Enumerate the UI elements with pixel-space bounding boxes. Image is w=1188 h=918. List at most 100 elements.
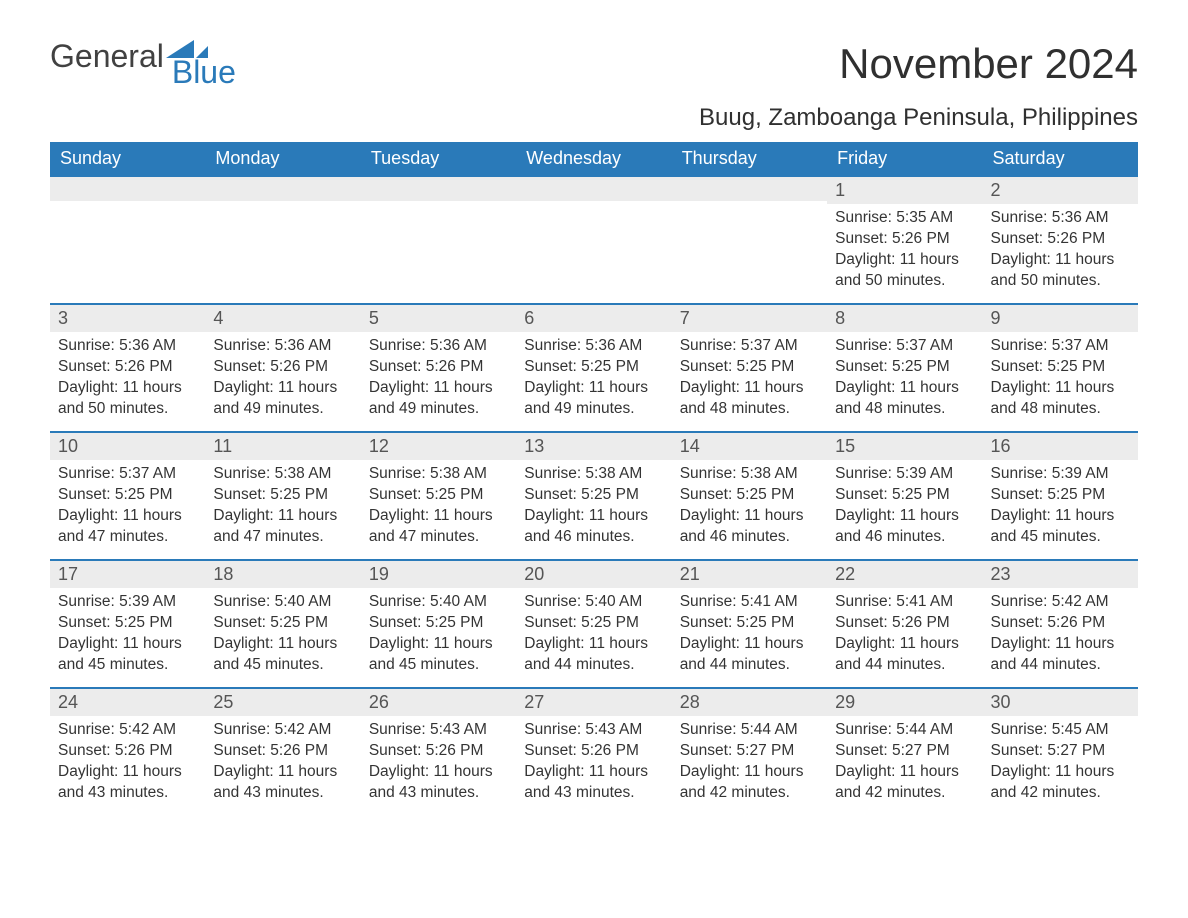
sunset-text: Sunset: 5:26 PM [991,613,1130,634]
day-cell: 28Sunrise: 5:44 AMSunset: 5:27 PMDayligh… [672,688,827,816]
week-row: 24Sunrise: 5:42 AMSunset: 5:26 PMDayligh… [50,688,1138,816]
day-number: 20 [516,561,671,588]
logo: General Blue [50,40,236,87]
day-cell: 19Sunrise: 5:40 AMSunset: 5:25 PMDayligh… [361,560,516,688]
day-body: Sunrise: 5:36 AMSunset: 5:26 PMDaylight:… [361,332,516,428]
day-header: Friday [827,142,982,176]
day-number: 28 [672,689,827,716]
daylight-text: Daylight: 11 hours and 45 minutes. [991,506,1130,548]
sunset-text: Sunset: 5:26 PM [58,741,197,762]
daylight-text: Daylight: 11 hours and 48 minutes. [835,378,974,420]
day-body: Sunrise: 5:44 AMSunset: 5:27 PMDaylight:… [672,716,827,812]
day-body: Sunrise: 5:36 AMSunset: 5:25 PMDaylight:… [516,332,671,428]
day-body: Sunrise: 5:38 AMSunset: 5:25 PMDaylight:… [516,460,671,556]
empty-day-number [361,177,516,201]
day-cell: 18Sunrise: 5:40 AMSunset: 5:25 PMDayligh… [205,560,360,688]
sunrise-text: Sunrise: 5:40 AM [524,592,663,613]
sunrise-text: Sunrise: 5:37 AM [991,336,1130,357]
sunset-text: Sunset: 5:25 PM [213,613,352,634]
day-body: Sunrise: 5:41 AMSunset: 5:25 PMDaylight:… [672,588,827,684]
sunset-text: Sunset: 5:26 PM [991,229,1130,250]
day-body: Sunrise: 5:42 AMSunset: 5:26 PMDaylight:… [50,716,205,812]
daylight-text: Daylight: 11 hours and 43 minutes. [369,762,508,804]
day-cell: 2Sunrise: 5:36 AMSunset: 5:26 PMDaylight… [983,176,1138,304]
daylight-text: Daylight: 11 hours and 43 minutes. [58,762,197,804]
day-cell [50,176,205,304]
daylight-text: Daylight: 11 hours and 47 minutes. [58,506,197,548]
empty-day-number [672,177,827,201]
sunset-text: Sunset: 5:26 PM [835,613,974,634]
sunrise-text: Sunrise: 5:42 AM [213,720,352,741]
day-number: 25 [205,689,360,716]
day-body: Sunrise: 5:40 AMSunset: 5:25 PMDaylight:… [516,588,671,684]
empty-day-number [50,177,205,201]
sunrise-text: Sunrise: 5:36 AM [58,336,197,357]
day-header: Sunday [50,142,205,176]
day-number: 2 [983,177,1138,204]
day-cell: 8Sunrise: 5:37 AMSunset: 5:25 PMDaylight… [827,304,982,432]
day-number: 14 [672,433,827,460]
daylight-text: Daylight: 11 hours and 50 minutes. [835,250,974,292]
sunset-text: Sunset: 5:25 PM [680,613,819,634]
day-cell: 3Sunrise: 5:36 AMSunset: 5:26 PMDaylight… [50,304,205,432]
sunset-text: Sunset: 5:25 PM [835,357,974,378]
daylight-text: Daylight: 11 hours and 49 minutes. [524,378,663,420]
sunrise-text: Sunrise: 5:37 AM [680,336,819,357]
daylight-text: Daylight: 11 hours and 48 minutes. [680,378,819,420]
sunset-text: Sunset: 5:25 PM [524,485,663,506]
day-body: Sunrise: 5:36 AMSunset: 5:26 PMDaylight:… [983,204,1138,300]
day-header: Wednesday [516,142,671,176]
day-number: 1 [827,177,982,204]
day-number: 30 [983,689,1138,716]
day-cell [205,176,360,304]
day-body: Sunrise: 5:39 AMSunset: 5:25 PMDaylight:… [983,460,1138,556]
day-body: Sunrise: 5:45 AMSunset: 5:27 PMDaylight:… [983,716,1138,812]
logo-blue-block: Blue [166,40,236,87]
sunset-text: Sunset: 5:26 PM [58,357,197,378]
daylight-text: Daylight: 11 hours and 42 minutes. [991,762,1130,804]
sunset-text: Sunset: 5:26 PM [835,229,974,250]
sunset-text: Sunset: 5:26 PM [213,741,352,762]
week-row: 17Sunrise: 5:39 AMSunset: 5:25 PMDayligh… [50,560,1138,688]
daylight-text: Daylight: 11 hours and 44 minutes. [835,634,974,676]
day-cell [672,176,827,304]
daylight-text: Daylight: 11 hours and 49 minutes. [213,378,352,420]
sunset-text: Sunset: 5:25 PM [835,485,974,506]
day-number: 3 [50,305,205,332]
day-number: 6 [516,305,671,332]
sunrise-text: Sunrise: 5:38 AM [369,464,508,485]
sunrise-text: Sunrise: 5:40 AM [369,592,508,613]
day-cell: 16Sunrise: 5:39 AMSunset: 5:25 PMDayligh… [983,432,1138,560]
day-cell: 9Sunrise: 5:37 AMSunset: 5:25 PMDaylight… [983,304,1138,432]
week-row: 3Sunrise: 5:36 AMSunset: 5:26 PMDaylight… [50,304,1138,432]
day-number: 8 [827,305,982,332]
day-cell: 21Sunrise: 5:41 AMSunset: 5:25 PMDayligh… [672,560,827,688]
day-header: Thursday [672,142,827,176]
sunrise-text: Sunrise: 5:41 AM [680,592,819,613]
sunset-text: Sunset: 5:25 PM [524,357,663,378]
day-number: 29 [827,689,982,716]
day-cell: 20Sunrise: 5:40 AMSunset: 5:25 PMDayligh… [516,560,671,688]
daylight-text: Daylight: 11 hours and 43 minutes. [524,762,663,804]
sunset-text: Sunset: 5:26 PM [213,357,352,378]
day-cell: 13Sunrise: 5:38 AMSunset: 5:25 PMDayligh… [516,432,671,560]
sunset-text: Sunset: 5:25 PM [680,485,819,506]
daylight-text: Daylight: 11 hours and 44 minutes. [524,634,663,676]
day-header: Monday [205,142,360,176]
day-body: Sunrise: 5:38 AMSunset: 5:25 PMDaylight:… [205,460,360,556]
day-number: 7 [672,305,827,332]
day-body: Sunrise: 5:41 AMSunset: 5:26 PMDaylight:… [827,588,982,684]
sunrise-text: Sunrise: 5:38 AM [680,464,819,485]
sunset-text: Sunset: 5:25 PM [680,357,819,378]
sunrise-text: Sunrise: 5:39 AM [835,464,974,485]
month-title: November 2024 [699,40,1138,88]
daylight-text: Daylight: 11 hours and 42 minutes. [835,762,974,804]
day-cell: 24Sunrise: 5:42 AMSunset: 5:26 PMDayligh… [50,688,205,816]
day-body: Sunrise: 5:40 AMSunset: 5:25 PMDaylight:… [361,588,516,684]
day-cell: 26Sunrise: 5:43 AMSunset: 5:26 PMDayligh… [361,688,516,816]
day-cell: 17Sunrise: 5:39 AMSunset: 5:25 PMDayligh… [50,560,205,688]
day-body: Sunrise: 5:35 AMSunset: 5:26 PMDaylight:… [827,204,982,300]
day-number: 12 [361,433,516,460]
day-number: 17 [50,561,205,588]
day-cell: 6Sunrise: 5:36 AMSunset: 5:25 PMDaylight… [516,304,671,432]
